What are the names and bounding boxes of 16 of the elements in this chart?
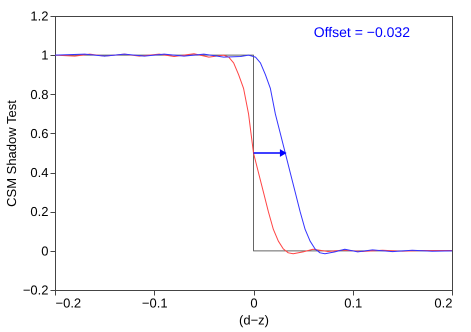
y-tick-label: 1.2 <box>30 8 48 24</box>
x-tick-label: 0 <box>250 296 258 310</box>
y-tick-label: 0.2 <box>30 204 48 220</box>
y-tick-label: −0.2 <box>22 282 48 298</box>
annotation: Offset = −0.032 <box>314 24 410 40</box>
y-tick-label: 0.4 <box>30 165 48 180</box>
y-tick-label: 0.8 <box>30 86 48 102</box>
x-tick-label: −0.2 <box>56 296 82 310</box>
x-tick-label: 0.1 <box>344 296 362 310</box>
y-tick-label: 0 <box>41 243 48 258</box>
x-tick-label: −0.1 <box>142 296 168 310</box>
x-axis-title: (d−z) <box>239 312 269 328</box>
y-tick-label: 1 <box>41 48 48 63</box>
y-tick-label: 0.6 <box>30 126 48 141</box>
x-tick-label: 0.2 <box>434 296 452 310</box>
y-axis-title: CSM Shadow Test <box>4 100 19 207</box>
